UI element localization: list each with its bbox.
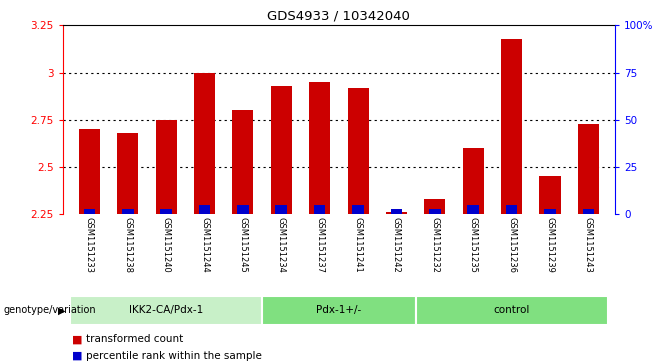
Text: ■: ■ (72, 334, 83, 344)
Bar (386, 212, 407, 214)
Text: GSM1151238: GSM1151238 (123, 217, 132, 273)
Bar (117, 133, 138, 214)
Bar (199, 205, 211, 214)
Bar (314, 205, 326, 214)
Text: GSM1151233: GSM1151233 (85, 217, 94, 273)
Bar (161, 208, 172, 214)
Bar (155, 120, 177, 214)
Bar (270, 86, 292, 214)
Bar (237, 205, 249, 214)
Text: ■: ■ (72, 351, 83, 361)
Bar (262, 295, 416, 325)
Bar (578, 123, 599, 214)
Bar (352, 205, 364, 214)
Text: GSM1151244: GSM1151244 (200, 217, 209, 272)
Text: GSM1151239: GSM1151239 (545, 217, 555, 273)
Bar (501, 38, 522, 214)
Text: percentile rank within the sample: percentile rank within the sample (86, 351, 261, 361)
Bar (416, 295, 607, 325)
Bar (79, 129, 100, 214)
Bar (309, 82, 330, 214)
Bar (347, 88, 368, 214)
Text: transformed count: transformed count (86, 334, 183, 344)
Bar (84, 208, 95, 214)
Bar (540, 176, 561, 214)
Bar (424, 199, 445, 214)
Bar (391, 208, 402, 214)
Text: GSM1151245: GSM1151245 (238, 217, 247, 272)
Bar (276, 205, 287, 214)
Text: GSM1151235: GSM1151235 (468, 217, 478, 273)
Text: GSM1151243: GSM1151243 (584, 217, 593, 273)
Bar (429, 208, 441, 214)
Text: GSM1151236: GSM1151236 (507, 217, 516, 273)
Bar (70, 295, 262, 325)
Bar (194, 73, 215, 214)
Text: control: control (494, 305, 530, 315)
Text: GSM1151240: GSM1151240 (162, 217, 170, 272)
Text: Pdx-1+/-: Pdx-1+/- (316, 305, 361, 315)
Text: IKK2-CA/Pdx-1: IKK2-CA/Pdx-1 (129, 305, 203, 315)
Bar (232, 110, 253, 214)
Title: GDS4933 / 10342040: GDS4933 / 10342040 (267, 10, 411, 23)
Bar (463, 148, 484, 214)
Bar (582, 208, 594, 214)
Text: genotype/variation: genotype/variation (3, 305, 96, 315)
Text: ▶: ▶ (58, 305, 65, 315)
Text: GSM1151242: GSM1151242 (392, 217, 401, 272)
Bar (122, 208, 134, 214)
Bar (544, 208, 556, 214)
Bar (467, 205, 479, 214)
Text: GSM1151241: GSM1151241 (353, 217, 363, 272)
Bar (506, 205, 517, 214)
Text: GSM1151237: GSM1151237 (315, 217, 324, 273)
Text: GSM1151232: GSM1151232 (430, 217, 440, 273)
Text: GSM1151234: GSM1151234 (277, 217, 286, 273)
